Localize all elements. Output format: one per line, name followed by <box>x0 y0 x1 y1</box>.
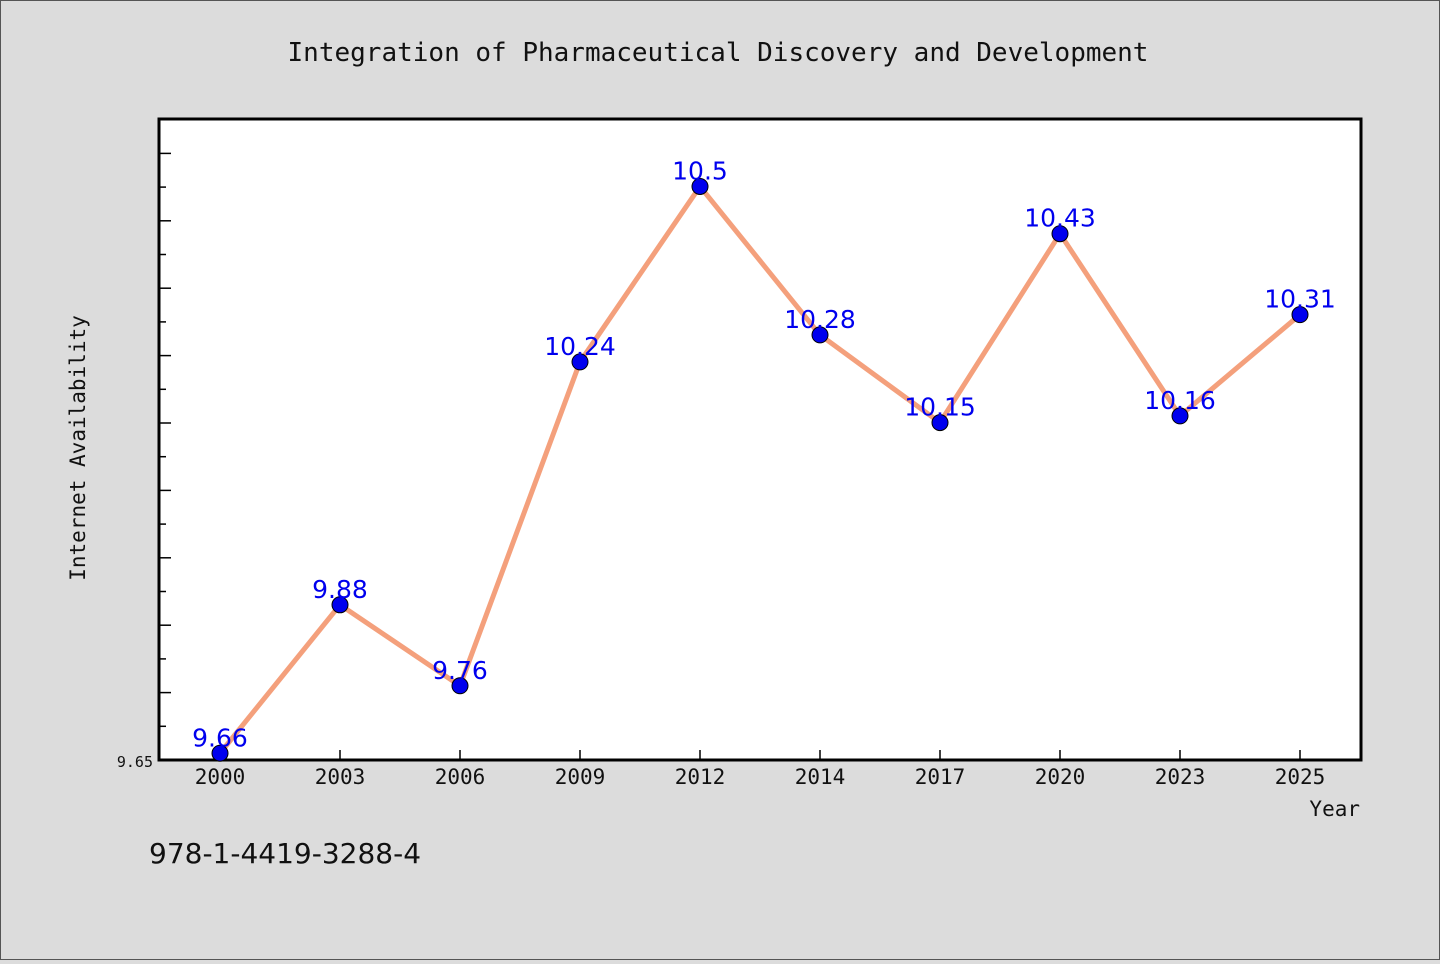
chart-title: Integration of Pharmaceutical Discovery … <box>288 38 1149 68</box>
x-tick-label: 2003 <box>315 765 366 789</box>
data-label: 10.43 <box>1024 204 1096 233</box>
y-axis-ticks <box>159 118 171 761</box>
data-label: 10.15 <box>904 393 976 422</box>
data-label: 9.66 <box>192 723 248 752</box>
data-label: 10.24 <box>544 332 616 361</box>
x-tick-label: 2012 <box>675 765 726 789</box>
data-label: 9.88 <box>312 575 368 604</box>
x-tick-label: 2017 <box>915 765 966 789</box>
data-point <box>1171 407 1189 425</box>
x-tick-label: 2023 <box>1155 765 1206 789</box>
y-tick-label: 9.65 <box>117 753 153 771</box>
data-point <box>811 326 829 344</box>
data-point <box>931 414 949 432</box>
plot-area <box>157 117 1363 762</box>
data-point <box>571 353 589 371</box>
data-point <box>1291 306 1309 324</box>
data-label: 10.16 <box>1144 386 1216 415</box>
x-axis-ticks <box>219 750 1301 760</box>
data-point <box>331 596 349 614</box>
x-axis-title: Year <box>1309 797 1360 821</box>
data-label: 9.76 <box>432 656 488 685</box>
x-tick-label: 2025 <box>1275 765 1326 789</box>
data-point <box>1051 225 1069 243</box>
isbn-text: 978-1-4419-3288-4 <box>149 837 421 870</box>
data-point <box>211 744 229 762</box>
data-label: 10.31 <box>1264 285 1336 314</box>
x-tick-label: 2006 <box>435 765 486 789</box>
data-label: 10.28 <box>784 305 856 334</box>
data-label: 10.5 <box>672 156 728 185</box>
x-tick-label: 2014 <box>795 765 846 789</box>
x-axis-tick-labels: 2000 2003 2006 2009 2012 2014 2017 2020 2023 2025 <box>195 765 1326 789</box>
data-markers <box>211 177 1309 762</box>
x-tick-label: 2000 <box>195 765 246 789</box>
x-tick-label: 2020 <box>1035 765 1086 789</box>
data-point <box>691 177 709 195</box>
y-axis-title: Internet Availability <box>66 315 90 581</box>
x-tick-label: 2009 <box>555 765 606 789</box>
data-labels: 9.66 9.88 9.76 10.24 10.5 10.28 10.15 10.43 10.1… <box>192 156 1336 752</box>
data-point <box>451 677 469 695</box>
series-line <box>217 183 1303 756</box>
